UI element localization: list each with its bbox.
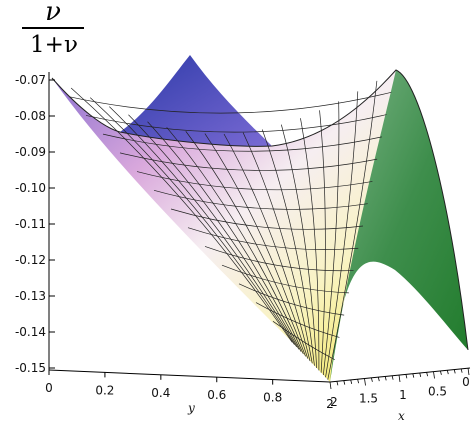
- x-tick-mark: [440, 370, 442, 375]
- z-axis-label-fraction-bar: [22, 27, 84, 29]
- surface-mesh: [68, 80, 392, 380]
- y-axis-label: y: [187, 401, 195, 415]
- mesh-line: [187, 227, 359, 251]
- x-tick-mark: [336, 381, 339, 386]
- x-tick-mark: [419, 372, 422, 377]
- x-tick-mark: [433, 371, 435, 379]
- z-tick-label: -0.11: [15, 217, 46, 231]
- x-tick-mark: [405, 374, 408, 379]
- mesh-line: [238, 283, 345, 316]
- z-tick-label: -0.14: [15, 325, 46, 339]
- z-tick-label: -0.09: [15, 145, 46, 159]
- y-tick-label: 0.2: [95, 383, 114, 397]
- x-tick-mark: [446, 370, 449, 375]
- y-tick-label-end: 2: [326, 397, 334, 411]
- z-tick-label: -0.13: [15, 289, 46, 303]
- x-tick-mark: [364, 378, 366, 386]
- z-ticks: -0.07 -0.08 -0.09 -0.10 -0.11 -0.12 -0.13 -0.14…: [15, 73, 55, 375]
- mesh-line: [147, 121, 302, 352]
- mesh-line: [170, 208, 364, 230]
- mesh-line: [109, 106, 297, 348]
- mesh-line: [153, 189, 368, 210]
- mesh-line: [242, 132, 313, 364]
- mesh-line: [204, 246, 354, 272]
- x-tick-mark: [343, 380, 346, 385]
- mesh-line: [255, 302, 340, 338]
- mesh-line: [68, 91, 392, 114]
- mesh-line: [102, 133, 382, 152]
- surface-right-side: [330, 70, 468, 382]
- x-tick-mark: [377, 377, 380, 382]
- y-tick-label: 0.4: [151, 386, 170, 400]
- x-tick-label: 1: [399, 388, 407, 402]
- mesh-line: [223, 133, 311, 362]
- x-tick-mark: [371, 377, 373, 382]
- mesh-line: [185, 131, 306, 357]
- z-tick-label: -0.10: [15, 181, 46, 195]
- x-axis: [329, 367, 471, 383]
- surface-outline: [51, 69, 469, 351]
- x-axis-label: x: [398, 409, 405, 423]
- x-tick-mark: [391, 375, 394, 380]
- y-ticks: 0 0.2 0.4 0.6 0.8 2: [45, 370, 334, 411]
- z-axis-label-numerator: ν: [45, 0, 61, 27]
- mesh-line: [319, 110, 326, 373]
- mesh-line: [85, 114, 387, 133]
- z-tick-label: -0.08: [15, 109, 46, 123]
- x-tick-label-end: 0: [462, 375, 470, 389]
- z-tick-label: -0.07: [15, 73, 46, 87]
- x-tick-mark: [453, 369, 456, 374]
- x-tick-mark: [329, 381, 332, 390]
- z-axis-label-denominator: 1+ν: [30, 32, 78, 58]
- x-tick-mark: [350, 379, 353, 384]
- x-tick-mark: [384, 376, 387, 381]
- surface-back-ridge: [120, 55, 272, 147]
- mesh-line: [261, 129, 315, 366]
- x-tick-mark: [467, 367, 470, 376]
- mesh-line: [119, 152, 378, 171]
- mesh-line: [280, 124, 318, 369]
- y-axis: [48, 369, 331, 383]
- z-tick-label: -0.12: [15, 253, 46, 267]
- z-tick-label: -0.15: [15, 361, 46, 375]
- x-tick-mark: [412, 373, 415, 378]
- mesh-line: [89, 97, 295, 345]
- x-tick-label: 2: [330, 395, 338, 409]
- mesh-line: [272, 321, 335, 361]
- y-tick-label: 0.6: [207, 388, 226, 402]
- x-tick-label: 0.5: [428, 385, 447, 399]
- mesh-line: [136, 171, 373, 191]
- surface-main: [52, 70, 404, 382]
- mesh-line: [204, 133, 309, 359]
- mesh-line: [166, 127, 304, 355]
- x-tick-mark: [460, 368, 463, 373]
- mesh-line: [221, 264, 349, 294]
- mesh-line: [300, 118, 320, 371]
- x-ticks: 2 1.5 1 0.5 0: [329, 367, 470, 409]
- y-tick-label: 0: [45, 381, 53, 395]
- x-tick-mark: [426, 372, 428, 377]
- x-tick-mark: [357, 379, 359, 384]
- x-tick-mark: [398, 374, 401, 383]
- mesh-line: [325, 91, 359, 378]
- y-tick-label: 0.8: [263, 391, 282, 405]
- mesh-line: [70, 87, 293, 343]
- x-tick-label: 1.5: [359, 392, 378, 406]
